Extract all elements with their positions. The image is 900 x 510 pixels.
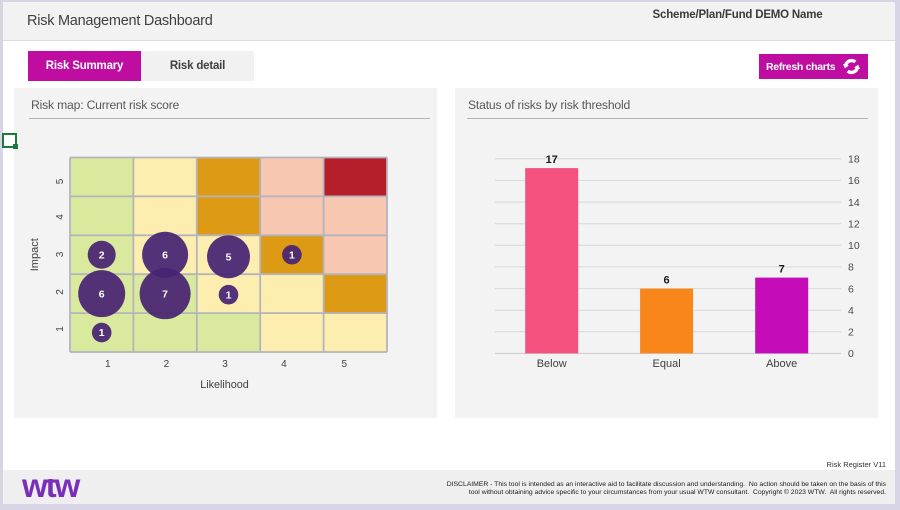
- svg-text:2: 2: [848, 327, 854, 339]
- svg-text:5: 5: [342, 359, 348, 370]
- svg-text:8: 8: [848, 262, 854, 274]
- svg-text:10: 10: [848, 240, 860, 252]
- svg-text:1: 1: [55, 326, 66, 332]
- svg-text:12: 12: [848, 218, 860, 230]
- svg-text:2: 2: [99, 249, 105, 261]
- svg-text:3: 3: [222, 359, 228, 370]
- svg-text:Likelihood: Likelihood: [200, 379, 249, 391]
- svg-text:18: 18: [848, 154, 860, 166]
- svg-text:4: 4: [281, 359, 287, 370]
- svg-text:7: 7: [162, 288, 168, 300]
- svg-text:2: 2: [55, 289, 66, 295]
- svg-text:5: 5: [226, 251, 232, 263]
- svg-text:Equal: Equal: [653, 358, 681, 370]
- svg-text:1: 1: [226, 289, 232, 301]
- svg-text:4: 4: [55, 214, 66, 220]
- svg-text:14: 14: [848, 197, 860, 209]
- svg-text:6: 6: [664, 275, 670, 287]
- svg-text:5: 5: [55, 178, 66, 184]
- svg-text:1: 1: [289, 249, 295, 261]
- svg-text:4: 4: [848, 305, 854, 317]
- svg-text:2: 2: [164, 359, 170, 370]
- svg-text:Below: Below: [537, 358, 567, 370]
- svg-text:0: 0: [848, 348, 854, 360]
- svg-text:1: 1: [105, 359, 111, 370]
- svg-text:wtw: wtw: [22, 479, 81, 498]
- svg-text:6: 6: [848, 283, 854, 295]
- svg-text:1: 1: [99, 327, 105, 339]
- svg-text:6: 6: [99, 288, 105, 300]
- svg-text:Impact: Impact: [29, 238, 41, 271]
- svg-text:7: 7: [779, 264, 785, 276]
- svg-text:6: 6: [162, 249, 168, 261]
- svg-text:16: 16: [848, 175, 860, 187]
- svg-text:17: 17: [546, 154, 558, 166]
- svg-text:Above: Above: [766, 358, 797, 370]
- svg-text:3: 3: [55, 251, 66, 257]
